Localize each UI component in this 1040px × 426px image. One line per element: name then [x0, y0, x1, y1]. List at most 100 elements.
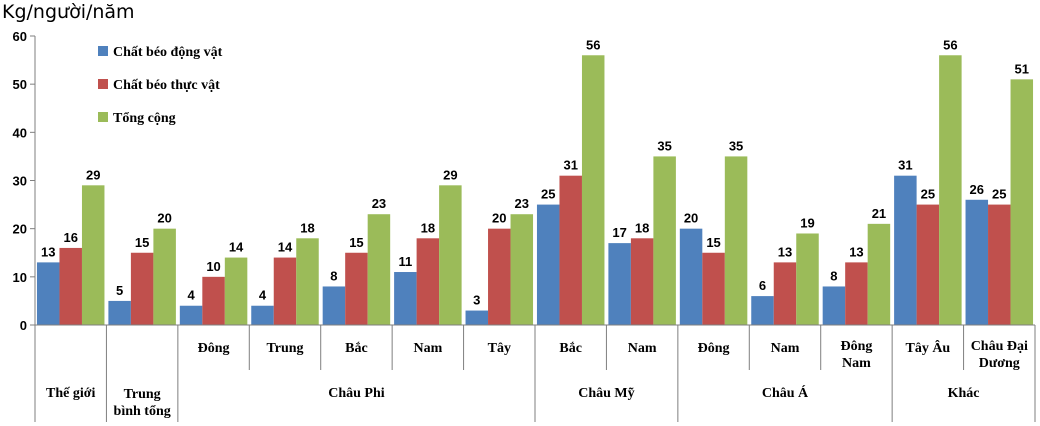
bar: [608, 243, 631, 325]
category-label: Trung: [266, 341, 303, 356]
data-label: 16: [63, 230, 77, 245]
bar: [296, 238, 319, 325]
y-tick-label: 10: [13, 270, 27, 285]
data-labels: 1316295152041014414188152311182932023253…: [41, 37, 1029, 307]
bar: [416, 238, 440, 325]
bar: [988, 204, 1011, 325]
bar: [773, 262, 797, 325]
data-label: 31: [898, 158, 912, 173]
data-label: 25: [541, 187, 555, 202]
bar: [867, 223, 891, 325]
bar: [845, 262, 868, 325]
bar: [939, 55, 962, 326]
bar: [322, 286, 346, 325]
bar: [536, 204, 560, 325]
group-label: Châu Phi: [328, 386, 385, 401]
bar: [130, 252, 154, 325]
data-label: 25: [921, 187, 935, 202]
bar: [679, 228, 703, 325]
data-label: 6: [759, 278, 766, 293]
bar: [465, 310, 489, 325]
category-label: Tây Âu: [905, 339, 950, 356]
bar: [81, 185, 105, 325]
data-label: 25: [992, 187, 1006, 202]
bar: [702, 252, 725, 325]
data-label: 17: [612, 225, 626, 240]
y-tick-label: 40: [13, 125, 27, 140]
legend: Chất béo động vật Chất béo thực vật Tổng c…: [98, 45, 223, 126]
category-label: Đông: [198, 341, 230, 356]
category-label: Dương: [979, 356, 1020, 371]
y-tick-label: 50: [13, 77, 27, 92]
bar: [367, 214, 391, 325]
data-label: 21: [872, 206, 886, 221]
bar: [36, 262, 60, 325]
category-label: Châu Đại: [971, 339, 1028, 354]
data-label: 18: [635, 220, 649, 235]
data-label: 5: [116, 283, 123, 298]
data-label: 29: [443, 167, 457, 182]
data-label: 18: [421, 220, 435, 235]
bar: [822, 286, 846, 325]
data-label: 23: [515, 196, 529, 211]
data-label: 14: [278, 240, 293, 255]
legend-label: Tổng cộng: [113, 111, 176, 126]
group-label: Thế giới: [46, 386, 95, 401]
data-label: 20: [157, 211, 171, 226]
bar: [179, 305, 203, 325]
data-label: 56: [586, 37, 600, 52]
category-label: Nam: [413, 341, 442, 356]
bar: [894, 175, 917, 325]
data-label: 8: [830, 268, 837, 283]
data-label: 31: [563, 158, 577, 173]
group-label: Trung: [124, 387, 161, 402]
bar: [488, 228, 511, 325]
data-label: 10: [206, 259, 220, 274]
category-label: Nam: [842, 356, 871, 371]
data-label: 11: [398, 254, 412, 269]
bar: [796, 233, 819, 325]
bar: [724, 156, 748, 325]
y-tick-label: 60: [13, 29, 27, 44]
bar: [630, 238, 654, 325]
data-label: 4: [259, 288, 267, 303]
group-label: Khác: [948, 386, 980, 401]
y-tick-label: 20: [13, 222, 27, 237]
y-axis-title: Kg/người/năm: [2, 1, 135, 23]
bar: [108, 300, 131, 325]
bar: [559, 175, 582, 325]
legend-swatch: [98, 46, 108, 56]
category-label: Đông: [698, 341, 730, 356]
data-label: 15: [706, 235, 720, 250]
data-label: 56: [943, 37, 957, 52]
category-label: Bắc: [345, 341, 368, 356]
y-axis: 0 10 20 30 40 50 60: [13, 29, 36, 422]
legend-label: Chất béo thực vật: [113, 78, 220, 93]
bar: [751, 296, 774, 325]
data-label: 15: [135, 235, 149, 250]
category-label: Nam: [771, 341, 800, 356]
bars: [36, 55, 1034, 326]
bar: [653, 156, 676, 325]
bar: [439, 185, 462, 325]
category-label: Tây: [488, 341, 511, 356]
data-label: 18: [300, 220, 314, 235]
data-label: 29: [86, 167, 100, 182]
data-label: 35: [729, 138, 743, 153]
data-label: 13: [778, 244, 792, 259]
group-label: bình tổng: [114, 404, 171, 419]
bar: [581, 55, 605, 326]
bar: [273, 257, 297, 325]
bar: [224, 257, 248, 325]
bar: [916, 204, 940, 325]
bar: [202, 276, 225, 325]
x-axis: Đông Trung Bắc Nam Tây Bắc Nam Đông Nam Đông Nam Tâ…: [34, 324, 1036, 422]
data-label: 35: [657, 138, 671, 153]
bar: [251, 305, 274, 325]
data-label: 26: [970, 182, 984, 197]
data-label: 4: [187, 288, 195, 303]
bar: [965, 199, 989, 325]
category-label: Bắc: [559, 341, 582, 356]
data-label: 51: [1015, 61, 1029, 76]
